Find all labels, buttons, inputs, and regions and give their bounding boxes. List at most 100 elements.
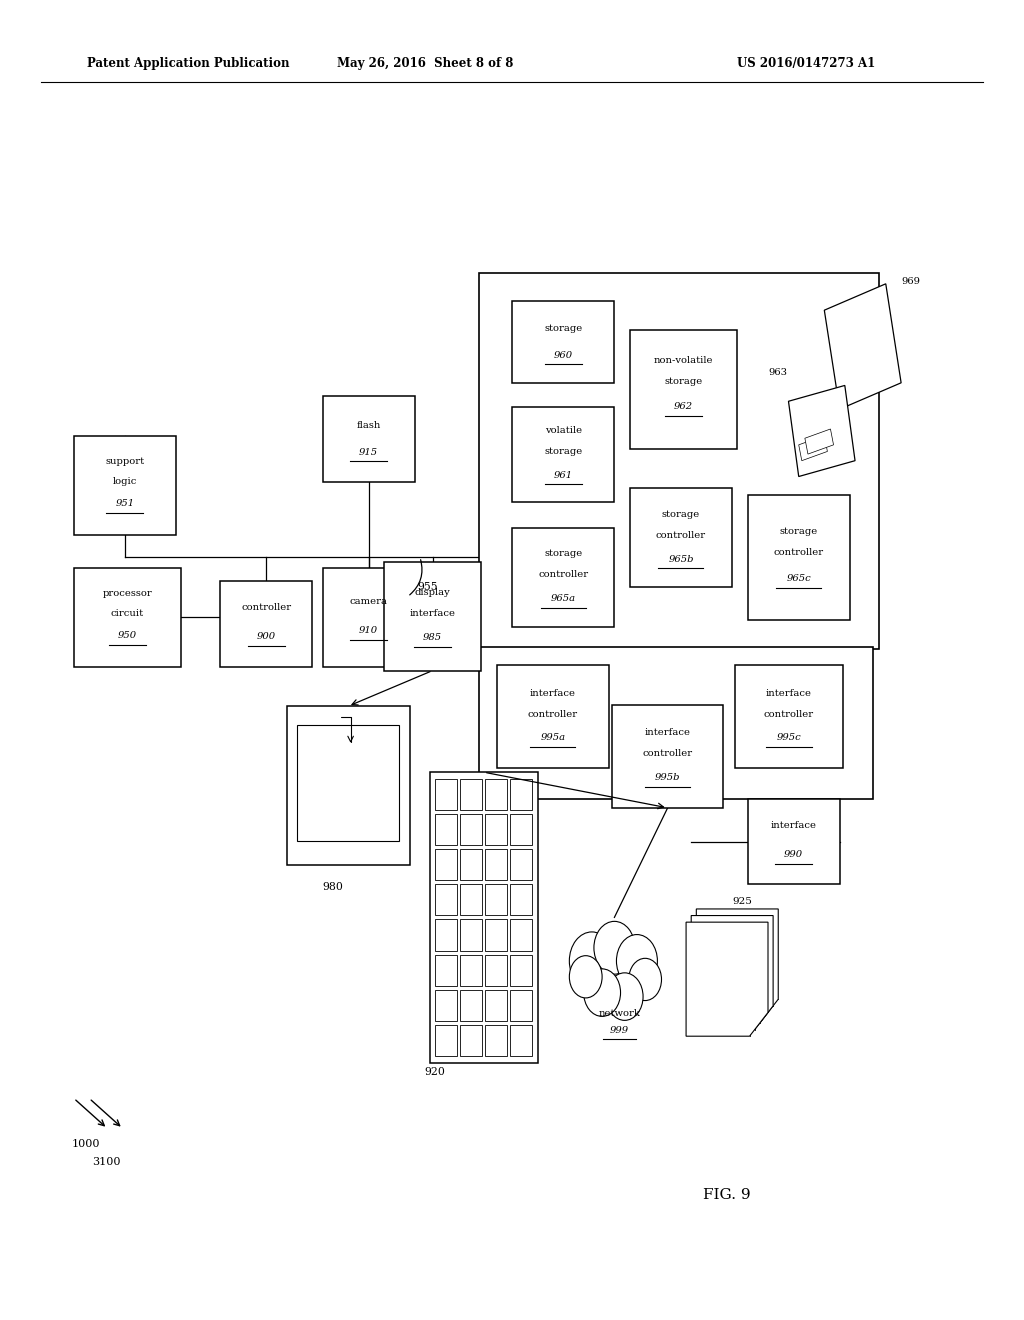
Text: controller: controller — [643, 750, 692, 758]
Bar — [485, 919, 508, 950]
Bar — [74, 436, 176, 535]
Text: controller: controller — [242, 603, 291, 612]
Text: US 2016/0147273 A1: US 2016/0147273 A1 — [737, 57, 876, 70]
Bar — [461, 884, 482, 916]
Text: 965a: 965a — [551, 594, 575, 603]
Text: 999: 999 — [610, 1027, 629, 1035]
Text: 915: 915 — [359, 447, 378, 457]
Text: interface: interface — [645, 729, 690, 737]
Polygon shape — [805, 429, 834, 454]
Bar — [485, 990, 508, 1020]
Bar — [497, 665, 609, 768]
Text: interface: interface — [771, 821, 816, 830]
Text: 965c: 965c — [786, 574, 811, 583]
Bar — [485, 849, 508, 880]
Text: controller: controller — [539, 570, 588, 579]
Text: camera: camera — [349, 597, 388, 606]
Text: logic: logic — [113, 477, 137, 486]
Polygon shape — [799, 436, 827, 461]
Polygon shape — [691, 916, 773, 1030]
Text: storage: storage — [662, 510, 700, 519]
Text: flash: flash — [356, 421, 381, 430]
Bar — [512, 528, 614, 627]
Bar — [461, 849, 482, 880]
Text: 995b: 995b — [655, 774, 680, 781]
Text: 920: 920 — [425, 1067, 445, 1077]
Bar — [630, 330, 737, 449]
Bar — [435, 954, 457, 986]
Text: storage: storage — [544, 447, 583, 455]
Text: support: support — [105, 457, 144, 466]
Bar — [435, 990, 457, 1020]
Text: 1000: 1000 — [72, 1139, 100, 1150]
Circle shape — [616, 935, 657, 987]
Circle shape — [594, 921, 635, 974]
Bar — [510, 1024, 532, 1056]
Text: 962: 962 — [674, 403, 693, 411]
Text: FIG. 9: FIG. 9 — [703, 1188, 751, 1201]
Bar — [485, 1024, 508, 1056]
Text: 951: 951 — [116, 499, 134, 508]
Text: volatile: volatile — [545, 426, 582, 434]
Bar — [323, 568, 415, 667]
Bar — [512, 407, 614, 502]
Bar — [384, 562, 481, 671]
Bar — [510, 814, 532, 845]
Polygon shape — [788, 385, 855, 477]
Text: interface: interface — [410, 610, 456, 618]
Bar — [735, 665, 843, 768]
Text: 969: 969 — [902, 277, 921, 285]
Bar — [287, 706, 410, 865]
Bar — [510, 919, 532, 950]
Bar — [630, 488, 732, 587]
Bar — [435, 779, 457, 810]
Bar — [435, 1024, 457, 1056]
Text: interface: interface — [766, 689, 812, 697]
Bar — [510, 779, 532, 810]
Bar — [510, 990, 532, 1020]
Bar — [435, 849, 457, 880]
Bar — [430, 772, 538, 1063]
Bar — [220, 581, 312, 667]
Bar — [461, 779, 482, 810]
Polygon shape — [686, 923, 768, 1036]
Bar — [435, 919, 457, 950]
Bar — [510, 849, 532, 880]
Text: 980: 980 — [323, 882, 343, 892]
Circle shape — [629, 958, 662, 1001]
Text: 963: 963 — [769, 368, 787, 376]
Bar — [435, 884, 457, 916]
Text: storage: storage — [544, 549, 583, 558]
Circle shape — [569, 956, 602, 998]
Bar — [510, 954, 532, 986]
Text: 990: 990 — [784, 850, 803, 859]
Bar — [297, 725, 399, 841]
Text: May 26, 2016  Sheet 8 of 8: May 26, 2016 Sheet 8 of 8 — [337, 57, 513, 70]
Text: 950: 950 — [118, 631, 137, 640]
Circle shape — [569, 932, 614, 990]
Text: 910: 910 — [359, 626, 378, 635]
Bar — [461, 990, 482, 1020]
Bar — [435, 814, 457, 845]
Text: network: network — [599, 1010, 640, 1018]
Text: Patent Application Publication: Patent Application Publication — [87, 57, 290, 70]
Text: 995c: 995c — [776, 734, 802, 742]
Bar — [485, 884, 508, 916]
Text: 925: 925 — [732, 898, 753, 906]
Text: 985: 985 — [423, 634, 442, 642]
Circle shape — [606, 973, 643, 1020]
Text: 955: 955 — [418, 582, 438, 593]
Bar — [512, 301, 614, 383]
Text: 995a: 995a — [541, 734, 565, 742]
Text: non-volatile: non-volatile — [653, 356, 714, 364]
Bar — [479, 273, 879, 649]
Circle shape — [584, 969, 621, 1016]
Text: controller: controller — [656, 531, 706, 540]
Text: 961: 961 — [554, 471, 572, 479]
Text: storage: storage — [544, 325, 583, 333]
Bar — [485, 779, 508, 810]
Bar — [612, 705, 723, 808]
Text: 960: 960 — [554, 351, 572, 359]
Bar — [748, 799, 840, 884]
Bar — [323, 396, 415, 482]
